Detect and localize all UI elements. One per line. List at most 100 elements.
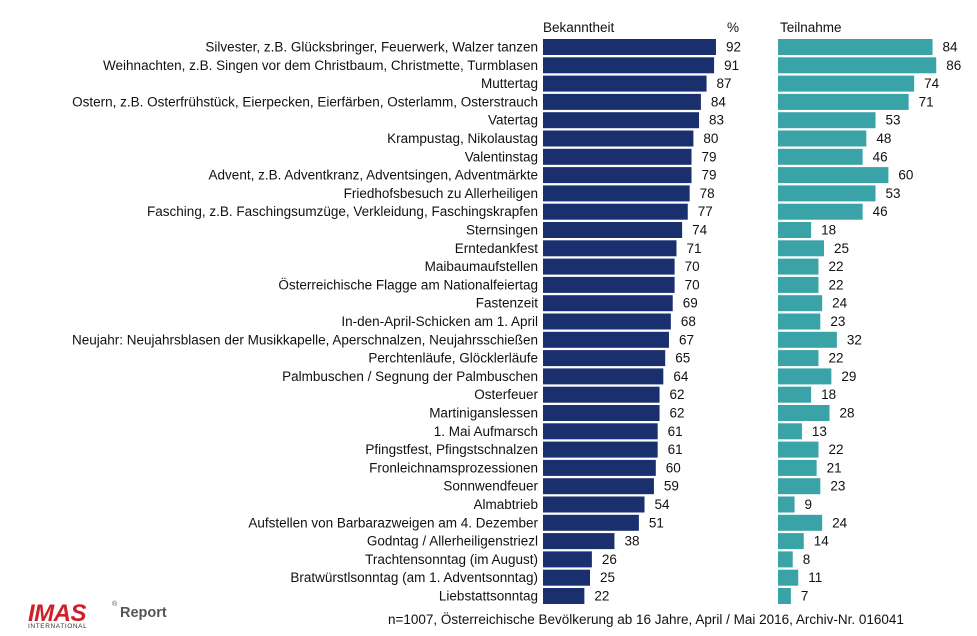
value-label-bekanntheit: 77 <box>698 204 713 219</box>
bar-teilnahme <box>778 148 863 165</box>
value-label-teilnahme: 46 <box>873 204 888 219</box>
value-label-teilnahme: 24 <box>832 296 848 311</box>
category-label: Fronleichnamsprozessionen <box>369 460 538 475</box>
logo-brand: IMAS <box>28 600 87 627</box>
bar-bekanntheit <box>543 423 658 440</box>
bar-bekanntheit <box>543 459 656 476</box>
category-label: Muttertag <box>481 76 538 91</box>
bar-teilnahme <box>778 313 821 330</box>
source-note: n=1007, Österreichische Bevölkerung ab 1… <box>388 612 904 627</box>
category-label: Sternsingen <box>466 223 538 238</box>
value-label-bekanntheit: 65 <box>675 351 690 366</box>
category-label: Liebstattsonntag <box>439 589 538 604</box>
value-label-bekanntheit: 68 <box>681 314 696 329</box>
bar-teilnahme <box>778 203 863 220</box>
bar-bekanntheit <box>543 39 716 55</box>
bar-bekanntheit <box>543 203 688 220</box>
value-label-bekanntheit: 84 <box>711 94 727 109</box>
value-label-bekanntheit: 91 <box>724 58 739 73</box>
logo-international: INTERNATIONAL <box>28 623 88 630</box>
value-label-bekanntheit: 87 <box>717 76 732 91</box>
bar-bekanntheit <box>543 496 645 513</box>
bar-bekanntheit <box>543 185 690 202</box>
value-label-teilnahme: 23 <box>830 314 845 329</box>
category-label: Weihnachten, z.B. Singen vor dem Christb… <box>103 58 538 73</box>
chart-rows: Silvester, z.B. Glücksbringer, Feuerwerk… <box>72 39 961 604</box>
series-header-bekanntheit: Bekanntheit <box>543 20 615 35</box>
value-label-teilnahme: 21 <box>827 460 842 475</box>
value-label-bekanntheit: 38 <box>624 534 639 549</box>
value-label-teilnahme: 22 <box>828 351 843 366</box>
bar-teilnahme <box>778 588 791 604</box>
value-label-teilnahme: 84 <box>943 40 959 55</box>
bar-bekanntheit <box>543 386 660 403</box>
bar-bekanntheit <box>543 222 683 238</box>
bar-bekanntheit <box>543 313 671 330</box>
bar-teilnahme <box>778 386 812 403</box>
value-label-teilnahme: 74 <box>924 76 940 91</box>
value-label-bekanntheit: 64 <box>673 369 689 384</box>
value-label-teilnahme: 25 <box>834 241 849 256</box>
value-label-teilnahme: 46 <box>873 149 888 164</box>
value-label-teilnahme: 22 <box>828 442 843 457</box>
value-label-bekanntheit: 70 <box>685 277 700 292</box>
bar-bekanntheit <box>543 551 592 568</box>
bar-bekanntheit <box>543 441 658 458</box>
bar-teilnahme <box>778 167 889 184</box>
bar-teilnahme <box>778 350 819 367</box>
bar-bekanntheit <box>543 57 715 74</box>
category-label: 1. Mai Aufmarsch <box>434 424 538 439</box>
bar-bekanntheit <box>543 167 692 184</box>
bar-teilnahme <box>778 130 867 147</box>
value-label-teilnahme: 11 <box>808 570 822 585</box>
bar-bekanntheit <box>543 368 664 385</box>
bar-teilnahme <box>778 368 832 385</box>
category-label: Silvester, z.B. Glücksbringer, Feuerwerk… <box>205 40 538 55</box>
category-label: Österreichische Flagge am Nationalfeiert… <box>278 277 538 292</box>
bar-teilnahme <box>778 441 819 458</box>
value-label-teilnahme: 29 <box>841 369 856 384</box>
bar-bekanntheit <box>543 258 675 275</box>
category-label: Erntedankfest <box>455 241 539 256</box>
value-label-teilnahme: 32 <box>847 332 862 347</box>
unit-header: % <box>727 20 739 35</box>
bar-teilnahme <box>778 496 795 513</box>
category-label: Trachtensonntag (im August) <box>365 552 538 567</box>
category-label: Krampustag, Nikolaustag <box>387 131 538 146</box>
value-label-teilnahme: 71 <box>919 94 934 109</box>
bar-bekanntheit <box>543 148 692 165</box>
value-label-bekanntheit: 78 <box>700 186 715 201</box>
category-label: Neujahr: Neujahrsblasen der Musikkapelle… <box>72 332 538 347</box>
bar-bekanntheit <box>543 514 639 531</box>
bar-teilnahme <box>778 93 909 110</box>
value-label-bekanntheit: 80 <box>703 131 718 146</box>
bar-bekanntheit <box>543 350 666 367</box>
category-label: Maibaumaufstellen <box>425 259 538 274</box>
category-label: Almabtrieb <box>473 497 538 512</box>
category-label: Perchtenläufe, Glöcklerläufe <box>368 351 538 366</box>
value-label-teilnahme: 9 <box>805 497 813 512</box>
value-label-bekanntheit: 79 <box>702 149 717 164</box>
bar-teilnahme <box>778 331 837 348</box>
value-label-teilnahme: 53 <box>886 113 901 128</box>
bar-bekanntheit <box>543 569 590 586</box>
bar-bekanntheit <box>543 478 654 495</box>
bar-teilnahme <box>778 551 793 568</box>
value-label-bekanntheit: 67 <box>679 332 694 347</box>
bar-bekanntheit <box>543 75 707 92</box>
value-label-bekanntheit: 69 <box>683 296 698 311</box>
bar-bekanntheit <box>543 130 694 147</box>
category-label: Palmbuschen / Segnung der Palmbuschen <box>282 369 538 384</box>
value-label-teilnahme: 13 <box>812 424 827 439</box>
value-label-bekanntheit: 22 <box>594 589 609 604</box>
category-label: In-den-April-Schicken am 1. April <box>341 314 538 329</box>
category-label: Friedhofsbesuch zu Allerheiligen <box>344 186 538 201</box>
value-label-bekanntheit: 51 <box>649 515 664 530</box>
bar-teilnahme <box>778 514 823 531</box>
bar-bekanntheit <box>543 276 675 293</box>
value-label-bekanntheit: 92 <box>726 40 741 55</box>
bar-teilnahme <box>778 478 821 495</box>
bar-teilnahme <box>778 533 804 550</box>
value-label-bekanntheit: 79 <box>702 168 717 183</box>
